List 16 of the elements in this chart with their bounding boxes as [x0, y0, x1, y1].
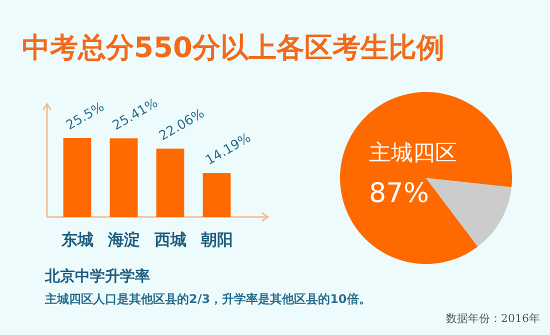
pie-slice: [340, 92, 512, 264]
x-tick-label: 朝阳: [200, 230, 233, 249]
pie-slice: [426, 178, 512, 247]
slice-label: 主城四区: [369, 141, 457, 166]
x-tick-label: 西城: [153, 230, 186, 249]
bar: [156, 148, 184, 217]
bar: [63, 138, 92, 217]
chart-title: 中考总分550分以上各区考生比例: [22, 31, 444, 64]
bar: [110, 138, 138, 217]
text: 主城四区人口是其他区县的2/3，升学率是其他区县的10倍。: [44, 292, 371, 306]
data-label: 87%: [369, 178, 430, 209]
x-tick-label: 东城: [60, 230, 94, 249]
x-tick-label: 海淀: [106, 230, 140, 249]
bar: [202, 173, 231, 217]
text: 数据年份：2016年: [446, 312, 540, 325]
text: 北京中学升学率: [44, 267, 150, 285]
